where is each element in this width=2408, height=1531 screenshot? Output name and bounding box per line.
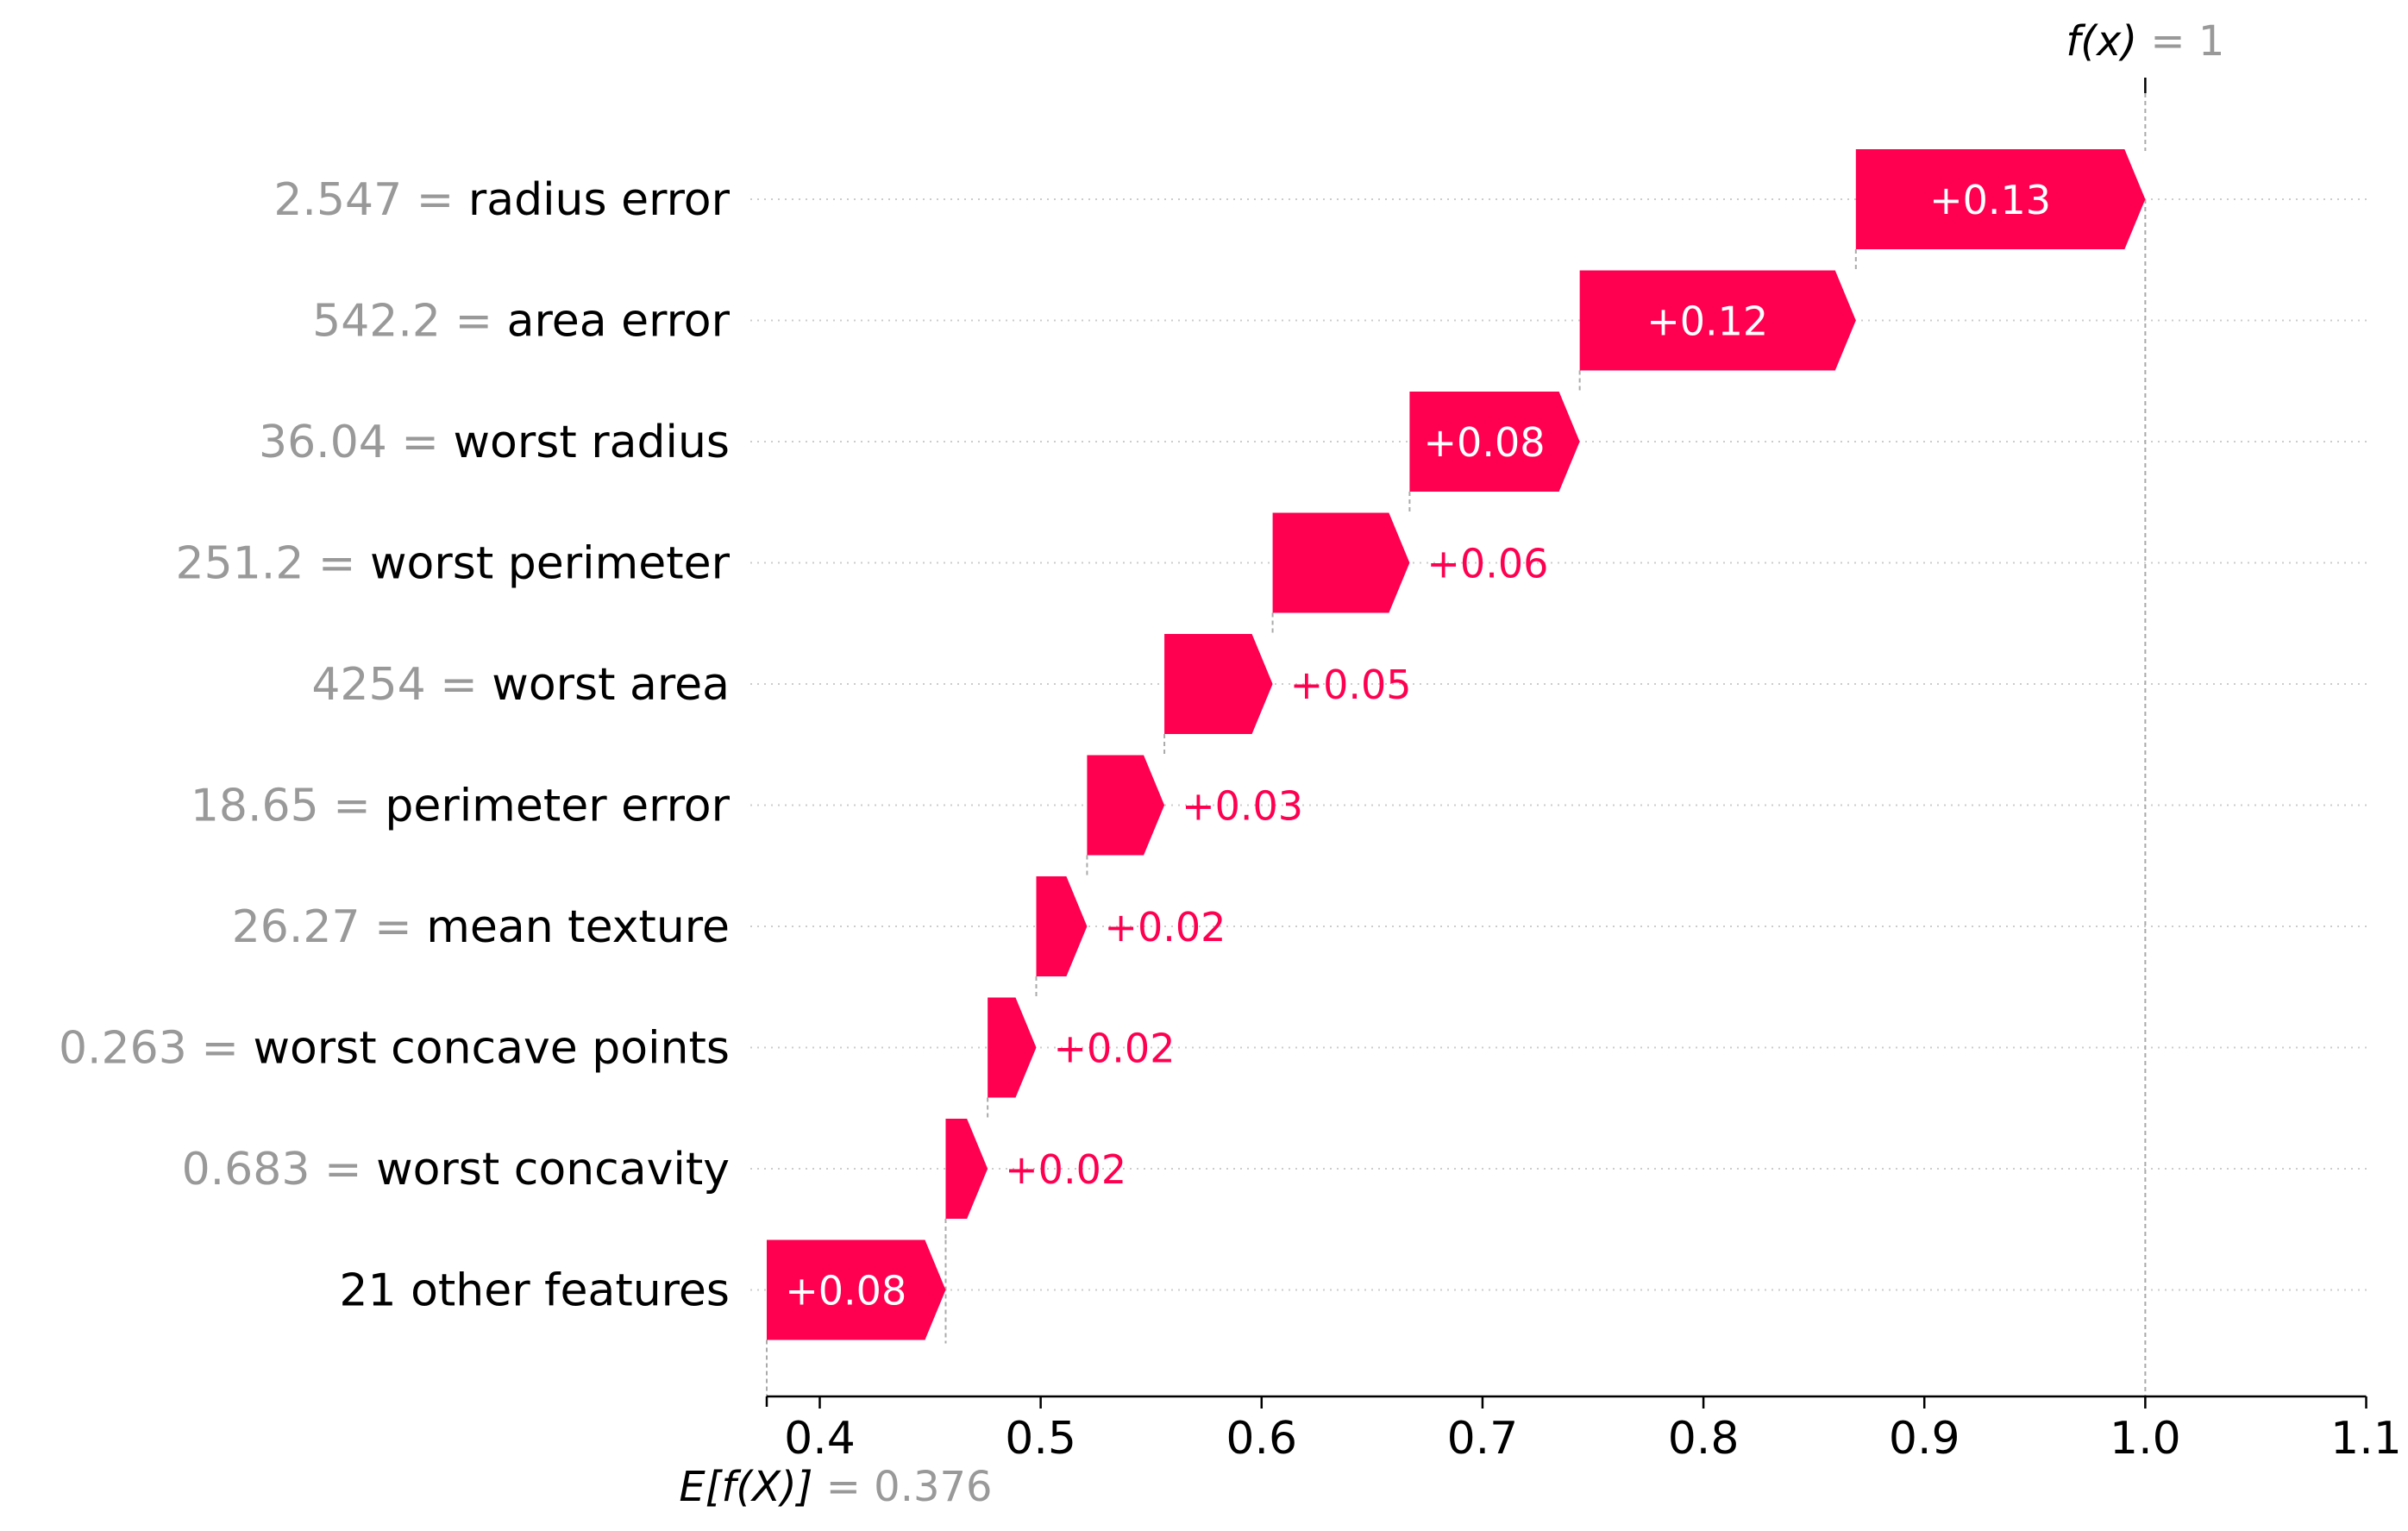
feature-name: 21 other features: [339, 1265, 730, 1317]
x-tick-label: 0.4: [784, 1413, 856, 1465]
feature-labels-group: 2.547 = radius error 542.2 = area error 36…: [59, 174, 731, 1317]
feature-value: 4254 =: [311, 659, 492, 711]
bar-value-label: +0.12: [1646, 298, 1768, 345]
bar-worst-radius: [1409, 392, 1580, 492]
bar-value-label: +0.06: [1427, 541, 1548, 587]
bar-perimeter-error: [1087, 755, 1165, 856]
bar-value-label: +0.05: [1290, 662, 1412, 708]
feature-label: 0.683 = worst concavity: [182, 1144, 730, 1195]
x-tick-label: 0.8: [1668, 1413, 1740, 1465]
feature-name: radius error: [468, 174, 731, 226]
feature-name: worst perimeter: [370, 538, 731, 590]
feature-name: area error: [507, 296, 731, 348]
bar-mean-texture: [1036, 876, 1088, 976]
bar-value-label: +0.02: [1104, 904, 1226, 951]
bar-worst-area: [1164, 634, 1273, 734]
base-symbol: E[f(X)]: [679, 1463, 825, 1511]
feature-name: worst area: [492, 659, 730, 711]
base-annotation: E[f(X)] = 0.376: [679, 1463, 992, 1511]
x-tick-label: 0.7: [1447, 1413, 1519, 1465]
bar-value-label: +0.08: [785, 1268, 906, 1315]
connector-lines: [766, 93, 2147, 1396]
feature-label: 0.263 = worst concave points: [59, 1023, 730, 1075]
bar-radius-error: [1855, 149, 2146, 249]
base-value: = 0.376: [826, 1463, 993, 1511]
x-tick-label: 1.0: [2110, 1413, 2181, 1465]
bar-worst-perimeter: [1272, 512, 1410, 613]
feature-name: perimeter error: [385, 781, 730, 832]
feature-label: 542.2 = area error: [312, 296, 730, 348]
bar-value-label: +0.03: [1182, 783, 1303, 830]
output-value: = 1: [2150, 17, 2224, 66]
feature-name: worst radius: [454, 417, 730, 468]
output-value-label: f(x) = 1: [2066, 17, 2224, 66]
feature-name: worst concave points: [253, 1023, 730, 1075]
bar-worst-concavity: [945, 1119, 988, 1219]
feature-label: 18.65 = perimeter error: [191, 781, 731, 832]
feature-label: 36.04 = worst radius: [259, 417, 730, 468]
x-tick-label: 0.9: [1889, 1413, 1960, 1465]
feature-value: 542.2 =: [312, 296, 507, 348]
output-annotation: f(x) = 1: [2066, 17, 2224, 93]
bar-worst-concave-points: [988, 997, 1037, 1098]
feature-label: 2.547 = radius error: [273, 174, 730, 226]
feature-value: 18.65 =: [191, 781, 386, 832]
feature-value: 0.683 =: [182, 1144, 377, 1195]
row-gridlines: [750, 198, 2372, 1291]
bar-value-label: +0.08: [1424, 419, 1546, 466]
feature-label: 26.27 = mean texture: [232, 901, 730, 953]
bar-value-label: +0.13: [1929, 177, 2051, 223]
x-tick-label: 0.6: [1226, 1413, 1297, 1465]
feature-value: 36.04 =: [259, 417, 454, 468]
base-value-label: E[f(X)] = 0.376: [679, 1463, 992, 1511]
feature-value: 2.547 =: [273, 174, 468, 226]
bars-group: +0.13 +0.12 +0.08 +0.06 +0.05 +0.03 +0.02 +0.02…: [767, 149, 2146, 1340]
bar-area-error: [1579, 270, 1856, 371]
bar-21-other-features: [767, 1239, 946, 1340]
x-tick-label: 0.5: [1005, 1413, 1076, 1465]
x-tick-label: 1.1: [2330, 1413, 2402, 1465]
feature-value: 251.2 =: [176, 538, 371, 590]
feature-name: worst concavity: [376, 1144, 730, 1195]
feature-label: 21 other features: [339, 1265, 730, 1317]
x-axis: 0.4 0.5 0.6 0.7 0.8 0.9 1.0 1.1: [765, 1395, 2402, 1465]
feature-name: mean texture: [426, 901, 730, 953]
output-symbol: f(x): [2066, 17, 2150, 66]
feature-label: 251.2 = worst perimeter: [176, 538, 731, 590]
bar-value-label: +0.02: [1054, 1026, 1176, 1072]
feature-value: 0.263 =: [59, 1023, 254, 1075]
feature-value: 26.27 =: [232, 901, 427, 953]
bar-value-label: +0.02: [1005, 1146, 1126, 1193]
feature-label: 4254 = worst area: [311, 659, 730, 711]
